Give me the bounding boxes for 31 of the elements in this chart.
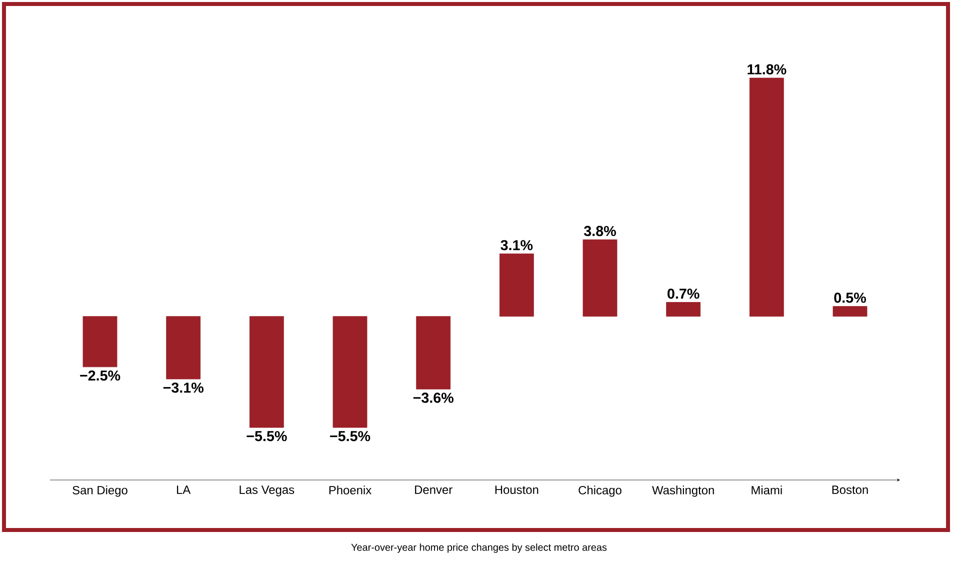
bar <box>582 239 618 317</box>
x-tick-label: Phoenix <box>329 486 372 494</box>
x-tick-label: Washington <box>652 486 714 497</box>
bar <box>416 316 451 390</box>
data-label: 0.7% <box>668 288 700 299</box>
x-tick-label: Boston <box>832 486 868 494</box>
data-label: 3.8% <box>584 226 616 236</box>
bar <box>82 316 118 368</box>
x-tick-label: Denver <box>415 486 452 494</box>
data-label: −5.5% <box>246 431 287 442</box>
data-label: 3.1% <box>500 240 533 250</box>
bar <box>166 316 201 380</box>
bar <box>832 306 868 317</box>
bar <box>332 316 368 428</box>
bar <box>666 302 701 317</box>
bar <box>499 254 534 317</box>
data-label: 0.5% <box>834 292 866 303</box>
data-label: −3.6% <box>413 392 454 403</box>
x-tick-label: Las Vegas <box>240 486 294 496</box>
x-tick-label: Chicago <box>578 486 622 497</box>
data-label: 11.8% <box>748 64 786 74</box>
x-tick-label: San Diego <box>72 486 128 497</box>
text: Year-over-year home price changes by select metro areas <box>351 544 607 553</box>
bar <box>249 316 284 428</box>
data-label: −5.5% <box>330 431 370 442</box>
bar <box>749 78 784 317</box>
x-tick-label: Miami <box>752 486 782 494</box>
x-tick-label: Houston <box>495 486 538 494</box>
data-label: −2.5% <box>80 370 120 381</box>
data-label: −3.1% <box>163 382 204 393</box>
x-tick-label: LA <box>177 486 191 494</box>
